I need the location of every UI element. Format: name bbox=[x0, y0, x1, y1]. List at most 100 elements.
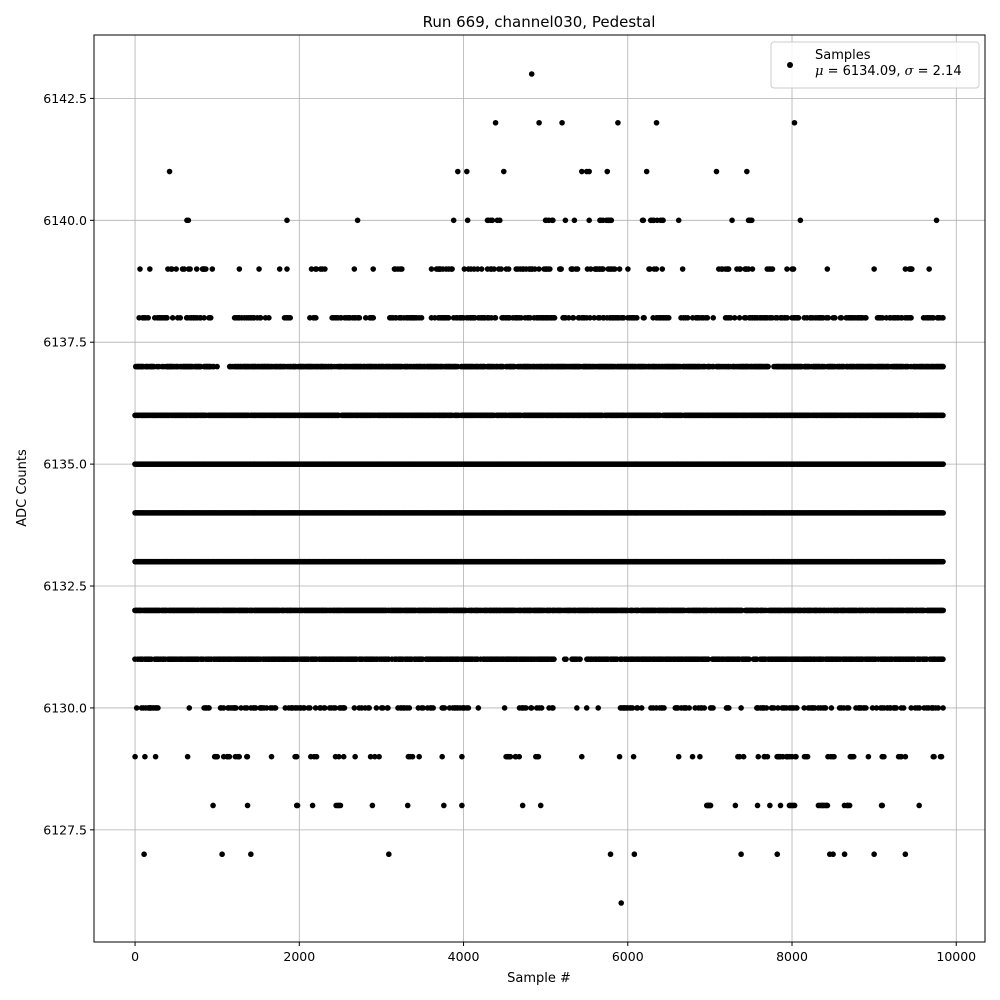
data-point bbox=[611, 266, 618, 272]
data-point bbox=[704, 315, 711, 321]
data-point bbox=[838, 315, 845, 321]
data-point bbox=[356, 315, 363, 321]
data-point bbox=[491, 266, 497, 272]
data-point bbox=[940, 363, 946, 370]
data-point bbox=[173, 266, 179, 272]
data-point bbox=[571, 217, 578, 224]
data-point bbox=[313, 315, 319, 321]
data-point bbox=[784, 315, 791, 321]
data-point bbox=[933, 217, 940, 224]
data-point bbox=[527, 315, 533, 321]
data-point bbox=[449, 266, 455, 272]
data-point bbox=[203, 266, 209, 272]
data-point bbox=[370, 315, 377, 321]
data-point bbox=[797, 217, 804, 224]
data-point bbox=[313, 266, 320, 272]
data-point bbox=[745, 266, 752, 272]
data-point bbox=[185, 217, 192, 224]
data-point bbox=[879, 315, 886, 321]
data-point bbox=[908, 315, 914, 321]
data-point bbox=[784, 266, 790, 272]
data-point bbox=[653, 266, 660, 272]
data-point bbox=[362, 315, 369, 321]
data-point bbox=[536, 266, 542, 272]
data-point bbox=[164, 315, 170, 321]
data-point bbox=[492, 315, 499, 321]
data-point bbox=[587, 266, 594, 272]
data-point bbox=[640, 217, 647, 224]
data-point bbox=[450, 217, 457, 224]
data-point bbox=[570, 315, 577, 321]
data-point bbox=[684, 315, 691, 321]
data-point bbox=[608, 217, 615, 224]
data-point bbox=[428, 266, 435, 272]
data-point bbox=[137, 266, 143, 272]
data-point bbox=[620, 315, 627, 321]
data-point bbox=[169, 315, 176, 321]
data-point bbox=[586, 217, 592, 224]
data-point bbox=[641, 315, 647, 321]
data-point bbox=[902, 266, 909, 272]
data-point bbox=[547, 266, 553, 272]
data-point bbox=[729, 217, 735, 224]
data-point bbox=[489, 217, 496, 224]
data-point bbox=[257, 315, 264, 321]
data-point bbox=[832, 315, 838, 321]
data-point bbox=[587, 315, 593, 321]
data-point bbox=[660, 217, 666, 224]
data-point bbox=[478, 266, 485, 272]
data-point bbox=[863, 315, 869, 321]
data-point bbox=[562, 217, 569, 224]
data-point bbox=[287, 315, 294, 321]
data-point bbox=[558, 266, 564, 272]
data-point bbox=[497, 217, 503, 224]
data-point bbox=[909, 266, 915, 272]
data-point bbox=[351, 266, 358, 272]
data-points bbox=[132, 71, 947, 906]
data-point bbox=[679, 266, 686, 272]
data-point bbox=[322, 266, 328, 272]
data-point bbox=[665, 315, 672, 321]
data-point bbox=[236, 266, 243, 272]
data-point bbox=[498, 266, 504, 272]
data-point bbox=[725, 266, 732, 272]
data-point bbox=[940, 510, 946, 516]
data-point bbox=[551, 315, 558, 321]
data-point bbox=[181, 266, 188, 272]
data-point bbox=[518, 315, 524, 321]
data-point bbox=[284, 217, 290, 224]
data-point bbox=[871, 266, 877, 272]
data-point bbox=[256, 266, 262, 272]
data-point bbox=[187, 266, 193, 272]
data-point bbox=[765, 363, 771, 370]
data-point bbox=[675, 217, 682, 224]
data-point bbox=[207, 315, 214, 321]
data-point bbox=[308, 266, 315, 272]
data-point bbox=[193, 266, 200, 272]
data-point bbox=[461, 266, 468, 272]
data-point bbox=[625, 266, 631, 272]
data-point bbox=[600, 266, 606, 272]
data-point bbox=[284, 266, 290, 272]
data-point bbox=[201, 315, 207, 321]
data-point bbox=[749, 266, 756, 272]
data-point bbox=[209, 266, 216, 272]
data-point bbox=[354, 217, 361, 224]
data-point bbox=[464, 217, 471, 224]
data-point bbox=[940, 315, 946, 321]
data-point bbox=[710, 315, 717, 321]
data-point bbox=[825, 315, 832, 321]
data-point bbox=[795, 315, 802, 321]
data-point bbox=[634, 315, 640, 321]
data-point bbox=[550, 217, 556, 224]
data-point bbox=[474, 266, 481, 272]
data-point bbox=[266, 315, 272, 321]
data-point bbox=[591, 315, 597, 321]
data-point bbox=[147, 266, 153, 272]
data-point bbox=[574, 266, 581, 272]
data-point bbox=[647, 266, 653, 272]
data-point bbox=[145, 315, 151, 321]
data-point bbox=[926, 266, 932, 272]
